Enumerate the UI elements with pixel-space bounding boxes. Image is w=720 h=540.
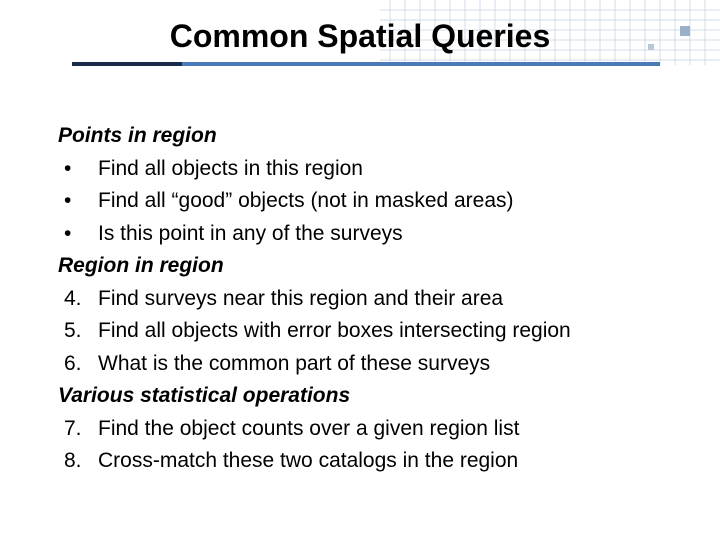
list-item-text: Find all “good” objects (not in masked a… xyxy=(98,185,662,218)
list-item: • Find all “good” objects (not in masked… xyxy=(58,185,662,218)
slide: Common Spatial Queries Points in region … xyxy=(0,0,720,540)
list-item: 6. What is the common part of these surv… xyxy=(58,348,662,381)
bullet-marker: • xyxy=(58,185,98,218)
list-item: • Is this point in any of the surveys xyxy=(58,218,662,251)
number-marker: 6. xyxy=(58,348,98,381)
list-item-text: Cross-match these two catalogs in the re… xyxy=(98,445,662,478)
list-item-text: Find the object counts over a given regi… xyxy=(98,413,662,446)
number-marker: 4. xyxy=(58,283,98,316)
number-marker: 8. xyxy=(58,445,98,478)
list-item-text: Find all objects in this region xyxy=(98,153,662,186)
title-underline xyxy=(72,62,660,66)
list-item-text: Find surveys near this region and their … xyxy=(98,283,662,316)
underline-dark-segment xyxy=(72,62,182,66)
list-item-text: Find all objects with error boxes inters… xyxy=(98,315,662,348)
title-container: Common Spatial Queries xyxy=(0,18,720,55)
section-heading: Points in region xyxy=(58,120,662,153)
list-item-text: Is this point in any of the surveys xyxy=(98,218,662,251)
bullet-marker: • xyxy=(58,218,98,251)
content-body: Points in region • Find all objects in t… xyxy=(58,120,662,478)
slide-title: Common Spatial Queries xyxy=(170,18,551,55)
underline-blue-segment xyxy=(182,62,660,66)
list-item-text: What is the common part of these surveys xyxy=(98,348,662,381)
section-heading: Region in region xyxy=(58,250,662,283)
list-item: 8. Cross-match these two catalogs in the… xyxy=(58,445,662,478)
number-marker: 5. xyxy=(58,315,98,348)
section-heading: Various statistical operations xyxy=(58,380,662,413)
number-marker: 7. xyxy=(58,413,98,446)
list-item: 4. Find surveys near this region and the… xyxy=(58,283,662,316)
list-item: 7. Find the object counts over a given r… xyxy=(58,413,662,446)
list-item: • Find all objects in this region xyxy=(58,153,662,186)
list-item: 5. Find all objects with error boxes int… xyxy=(58,315,662,348)
bullet-marker: • xyxy=(58,153,98,186)
